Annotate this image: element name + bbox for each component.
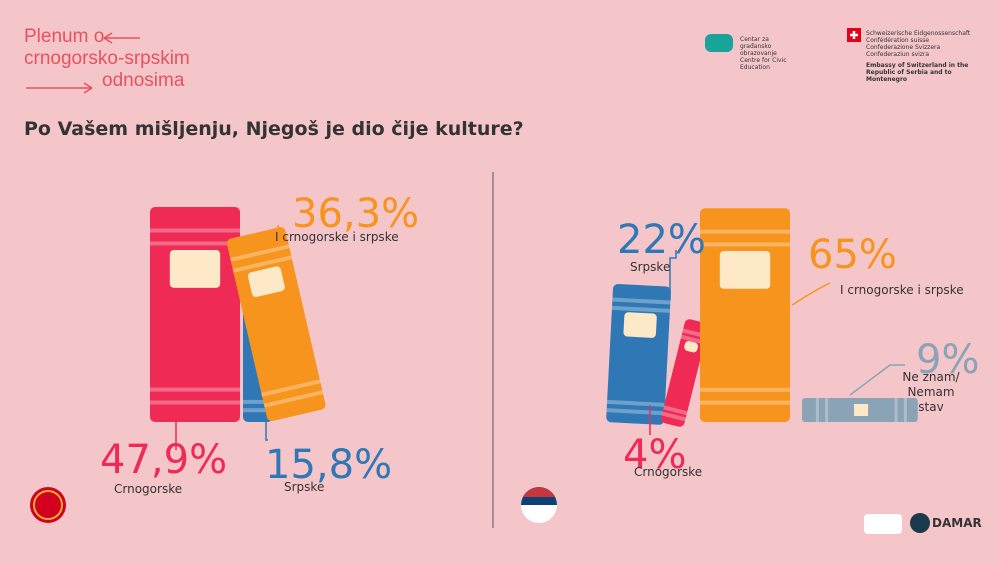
category-label: Crnogorske xyxy=(114,482,183,496)
book-label xyxy=(719,251,771,289)
swiss-cross xyxy=(850,31,858,39)
embassy-line: Schweizerische Eidgenossenschaft xyxy=(866,30,971,37)
book-stripe xyxy=(263,390,324,408)
value-label: 15,8% xyxy=(265,442,393,488)
book-label xyxy=(623,312,657,338)
book xyxy=(226,227,326,422)
logo-line: crnogorsko-srpskim xyxy=(24,48,190,69)
flag-border xyxy=(33,490,63,520)
partner-line: Centre for Civic Education xyxy=(740,57,787,71)
logo-line: odnosima xyxy=(102,70,185,91)
category-label: Ne znam/ Nemam stav xyxy=(902,370,960,414)
book-stripe xyxy=(243,408,273,413)
book-stripe xyxy=(150,400,240,405)
book-stripe xyxy=(825,398,829,422)
book-stripe xyxy=(150,387,240,392)
value-label: 9% xyxy=(916,337,980,383)
book-label xyxy=(169,250,221,288)
question: Po Vašem mišljenju, Njegoš je dio čije k… xyxy=(24,118,524,140)
win-logo xyxy=(864,514,902,534)
damar-icon xyxy=(910,513,930,533)
book-stripe xyxy=(700,387,790,392)
category-label: Crnogorske xyxy=(634,465,703,479)
value-label: 47,9% xyxy=(100,437,228,483)
book-stripe xyxy=(230,244,290,262)
value-label: 4% xyxy=(623,432,687,478)
book-stripe xyxy=(661,411,686,422)
value-label: 22% xyxy=(617,217,706,263)
book-stripe xyxy=(894,398,898,422)
footer-logo: DAMAR xyxy=(932,516,982,530)
leader-line xyxy=(265,420,268,441)
embassy-line: Confederazione Svizzera xyxy=(866,44,941,51)
partner-icon xyxy=(705,34,733,52)
book-label xyxy=(684,341,699,353)
logo-line: Plenum o xyxy=(24,26,105,47)
book-stripe xyxy=(815,398,819,422)
partner-line: Centar za građansko obrazovanje xyxy=(740,36,777,57)
book-stripe xyxy=(700,229,790,234)
logo-arrows xyxy=(26,32,140,94)
value-label: 36,3% xyxy=(292,191,420,237)
flag-montenegro xyxy=(30,487,66,523)
book-label xyxy=(854,404,869,416)
leader-line xyxy=(849,364,905,396)
leader-line xyxy=(791,282,831,306)
book-stripe xyxy=(150,228,240,233)
book-stripe xyxy=(680,334,706,345)
category-label: I crnogorske i srpske xyxy=(275,230,399,244)
embassy-line: Embassy of Switzerland in the Republic o… xyxy=(866,62,969,83)
book-stripe xyxy=(612,297,671,305)
book-stripe xyxy=(700,400,790,405)
book-stripe xyxy=(261,379,321,397)
embassy-line: Confédération suisse xyxy=(866,37,930,44)
flag-red xyxy=(523,487,555,497)
book xyxy=(606,283,671,425)
book-stripe xyxy=(611,305,671,313)
category-label: I crnogorske i srpske xyxy=(840,283,964,297)
book-stripe xyxy=(243,399,273,404)
partner: Centar za građansko obrazovanje Centre f… xyxy=(740,36,790,71)
book xyxy=(700,208,790,422)
category-label: Srpske xyxy=(284,480,325,494)
category-label: Srpske xyxy=(630,260,671,274)
book-label xyxy=(247,266,285,297)
embassy: Schweizerische Eidgenossenschaft Confédé… xyxy=(866,30,986,83)
book-stripe xyxy=(663,405,688,416)
book-stripe xyxy=(700,242,790,247)
book xyxy=(150,207,240,422)
embassy-line: Confederaziun svizra xyxy=(866,51,930,58)
book xyxy=(802,398,918,422)
book-stripe xyxy=(232,255,293,273)
book-stripe xyxy=(150,241,240,246)
logo: Plenum o crnogorsko-srpskim odnosima xyxy=(24,26,190,92)
book-stripe xyxy=(903,398,907,422)
leader-line xyxy=(669,250,677,300)
value-label: 65% xyxy=(808,232,897,278)
